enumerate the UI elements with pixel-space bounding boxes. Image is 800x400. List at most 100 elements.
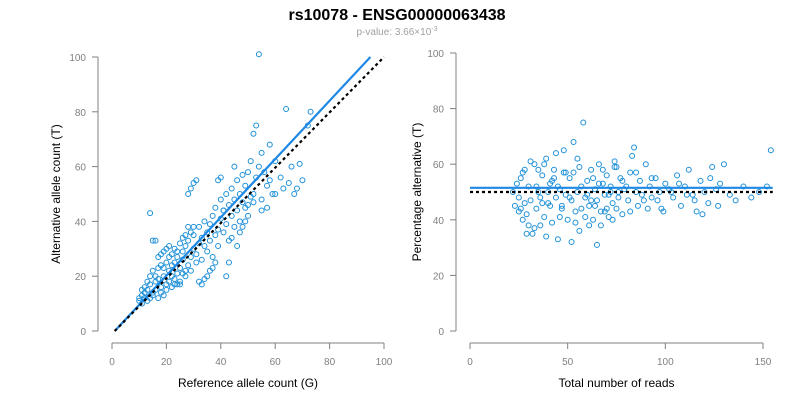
data-point bbox=[177, 240, 183, 247]
data-point bbox=[578, 183, 585, 190]
y-tick-label: 40 bbox=[433, 216, 445, 227]
data-point bbox=[619, 177, 626, 184]
data-point bbox=[654, 197, 661, 204]
data-point bbox=[529, 230, 536, 237]
data-point bbox=[236, 218, 243, 225]
data-point bbox=[748, 194, 755, 201]
data-point bbox=[193, 259, 200, 266]
data-point bbox=[296, 160, 303, 167]
data-point bbox=[586, 222, 593, 229]
fit-line bbox=[113, 56, 372, 332]
data-point bbox=[535, 189, 542, 195]
data-point bbox=[185, 237, 192, 244]
data-point bbox=[525, 222, 532, 229]
y-tick-label: 40 bbox=[75, 217, 87, 228]
data-point bbox=[539, 200, 546, 207]
data-point bbox=[531, 225, 538, 232]
data-point bbox=[283, 106, 290, 113]
data-point bbox=[266, 141, 273, 148]
data-point bbox=[541, 214, 548, 221]
data-point bbox=[255, 51, 262, 58]
data-point bbox=[190, 223, 197, 230]
data-point bbox=[217, 174, 224, 181]
data-point bbox=[685, 166, 692, 173]
data-point bbox=[693, 208, 700, 215]
data-point bbox=[212, 259, 219, 266]
data-point bbox=[239, 171, 246, 178]
data-point bbox=[511, 202, 518, 209]
data-point bbox=[572, 208, 579, 215]
p-value-exponent: -3 bbox=[431, 26, 437, 33]
data-point bbox=[245, 212, 251, 219]
data-point bbox=[160, 264, 167, 271]
data-point bbox=[648, 175, 655, 182]
y-axis-title: Percentage alternative (T) bbox=[410, 123, 424, 262]
data-point bbox=[204, 273, 211, 280]
data-point bbox=[163, 259, 170, 266]
data-point bbox=[570, 169, 577, 176]
data-point bbox=[242, 218, 249, 225]
y-tick-label: 60 bbox=[75, 163, 87, 174]
data-point bbox=[638, 191, 645, 198]
right-scatter-panel: 0 50 100 150 0 20 40 60 80 100 Total number of rea… bbox=[410, 49, 774, 390]
data-point bbox=[597, 208, 604, 215]
data-point bbox=[593, 197, 600, 204]
data-point bbox=[658, 205, 665, 212]
data-point bbox=[560, 169, 567, 176]
data-point bbox=[535, 166, 542, 173]
data-point bbox=[633, 169, 640, 176]
data-point bbox=[691, 197, 698, 204]
data-point bbox=[531, 161, 538, 168]
data-point bbox=[174, 270, 181, 277]
data-point bbox=[209, 254, 216, 261]
data-point bbox=[599, 166, 606, 173]
data-point bbox=[709, 163, 716, 170]
data-point bbox=[763, 183, 770, 190]
y-axis-title: Alternative allele count (T) bbox=[49, 124, 63, 263]
data-point bbox=[588, 197, 595, 204]
y-tick-label: 80 bbox=[75, 108, 87, 119]
data-point bbox=[171, 259, 178, 266]
data-point bbox=[732, 197, 739, 204]
data-point bbox=[147, 210, 154, 217]
data-point bbox=[584, 191, 591, 198]
data-point bbox=[187, 254, 194, 261]
data-point bbox=[627, 208, 634, 215]
data-point bbox=[264, 182, 271, 189]
data-point bbox=[644, 205, 651, 212]
data-point bbox=[592, 186, 599, 193]
data-point bbox=[549, 177, 556, 184]
data-point bbox=[299, 177, 306, 184]
data-point bbox=[187, 267, 194, 274]
data-point bbox=[209, 212, 216, 219]
data-point bbox=[609, 200, 616, 207]
data-point bbox=[517, 175, 524, 182]
data-point bbox=[562, 169, 569, 176]
data-point bbox=[595, 180, 602, 187]
data-point bbox=[174, 248, 181, 255]
data-point bbox=[231, 223, 238, 230]
data-point bbox=[239, 223, 246, 230]
data-point bbox=[593, 241, 600, 248]
data-point bbox=[677, 202, 684, 209]
data-point bbox=[277, 174, 284, 181]
data-point bbox=[144, 278, 151, 285]
x-tick-label: 50 bbox=[562, 357, 574, 368]
data-point bbox=[245, 201, 251, 208]
data-point bbox=[588, 166, 595, 173]
data-point bbox=[767, 147, 774, 154]
data-point bbox=[258, 196, 265, 203]
data-point bbox=[699, 211, 706, 218]
data-point bbox=[212, 204, 219, 211]
data-point bbox=[182, 267, 189, 274]
data-point bbox=[152, 237, 159, 244]
data-point bbox=[715, 202, 722, 209]
data-point bbox=[239, 199, 246, 206]
x-axis-title: Reference allele count (G) bbox=[178, 376, 318, 390]
data-point bbox=[223, 221, 230, 228]
data-point bbox=[584, 177, 591, 184]
data-point bbox=[519, 216, 526, 223]
data-point bbox=[652, 175, 659, 182]
data-point bbox=[149, 267, 156, 274]
data-point bbox=[562, 191, 569, 198]
